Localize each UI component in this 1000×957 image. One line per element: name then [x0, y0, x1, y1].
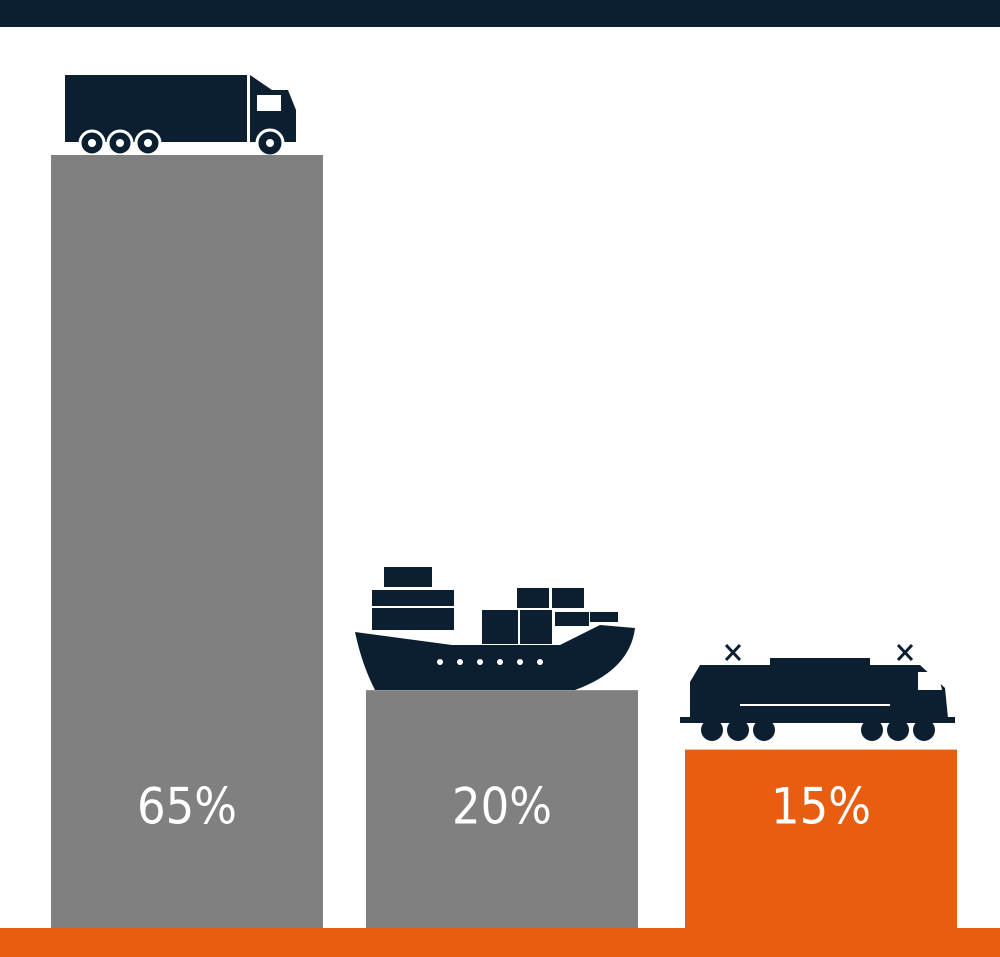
value-label: 15%	[771, 778, 871, 836]
bar	[51, 155, 323, 928]
top-band	[0, 0, 1000, 27]
truck-icon	[60, 75, 300, 158]
bottom-band	[0, 928, 1000, 957]
value-label: 20%	[452, 778, 552, 836]
value-label: 65%	[137, 778, 237, 836]
bar	[366, 690, 638, 928]
ship-icon	[355, 567, 635, 690]
train-icon	[680, 643, 955, 741]
bar	[685, 749, 957, 928]
